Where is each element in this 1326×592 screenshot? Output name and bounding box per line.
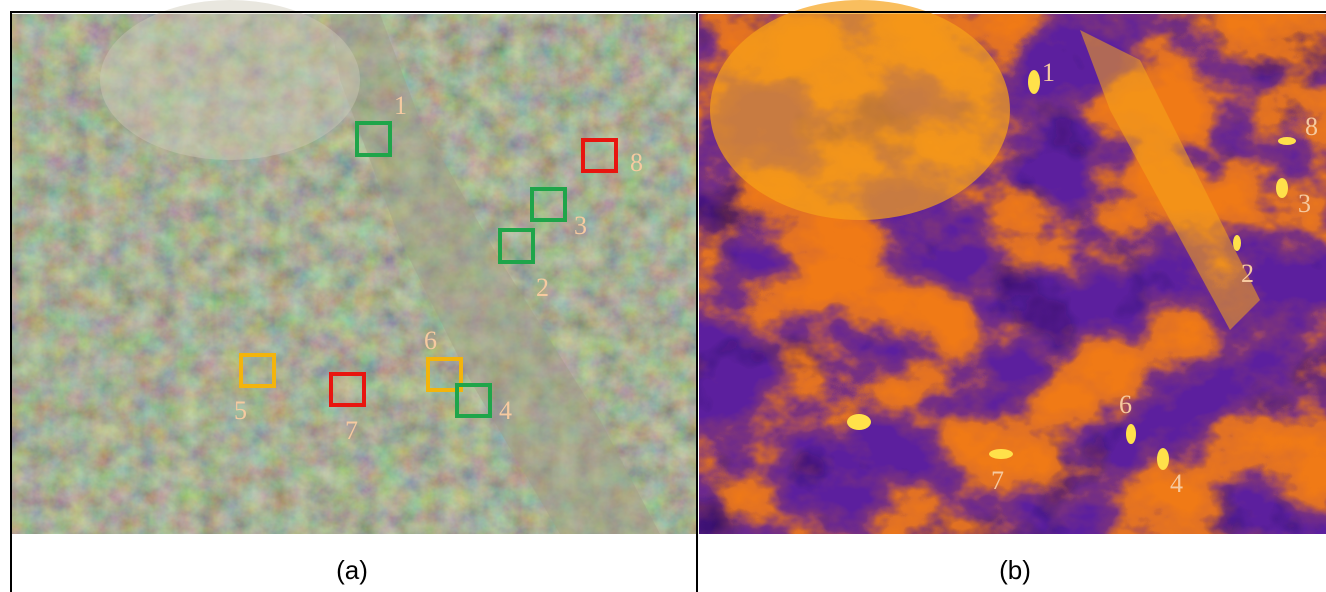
marker-label: 4: [1170, 469, 1183, 498]
marker-label: 3: [574, 211, 587, 240]
animal: [847, 414, 871, 430]
tree-heat: [710, 0, 1010, 220]
animal: [989, 449, 1013, 459]
panel-a: 1 8 3 2 6 5 7 4: [12, 0, 696, 534]
marker-label: 7: [991, 466, 1004, 495]
marker-label: 1: [394, 91, 407, 120]
marker-label: 7: [345, 416, 358, 445]
page: 1 8 3 2 6 5 7 4 1 8 3 2 6 7 4 (a) (b) ((…: [0, 0, 1326, 592]
panel-caption: (a): [336, 555, 368, 585]
animal: [1278, 137, 1296, 145]
figure: 1 8 3 2 6 5 7 4 1 8 3 2 6 7 4 (a) (b): [0, 0, 1326, 592]
marker-label: 4: [499, 396, 512, 425]
animal: [1126, 424, 1136, 444]
animal: [1233, 235, 1241, 251]
panel-caption: (b): [999, 555, 1031, 585]
panel-b: 1 8 3 2 6 7 4: [699, 0, 1326, 534]
marker-label: 8: [630, 148, 643, 177]
marker-label: 8: [1305, 112, 1318, 141]
marker-label: 1: [1042, 58, 1055, 87]
marker-label: 2: [536, 273, 549, 302]
animal: [1028, 70, 1040, 94]
animal: [1276, 178, 1288, 198]
marker-label: 6: [1119, 390, 1132, 419]
marker-label: 6: [424, 326, 437, 355]
marker-label: 2: [1241, 259, 1254, 288]
marker-label: 3: [1298, 189, 1311, 218]
animal: [1157, 448, 1169, 470]
tree-crown: [100, 0, 360, 160]
marker-label: 5: [234, 396, 247, 425]
